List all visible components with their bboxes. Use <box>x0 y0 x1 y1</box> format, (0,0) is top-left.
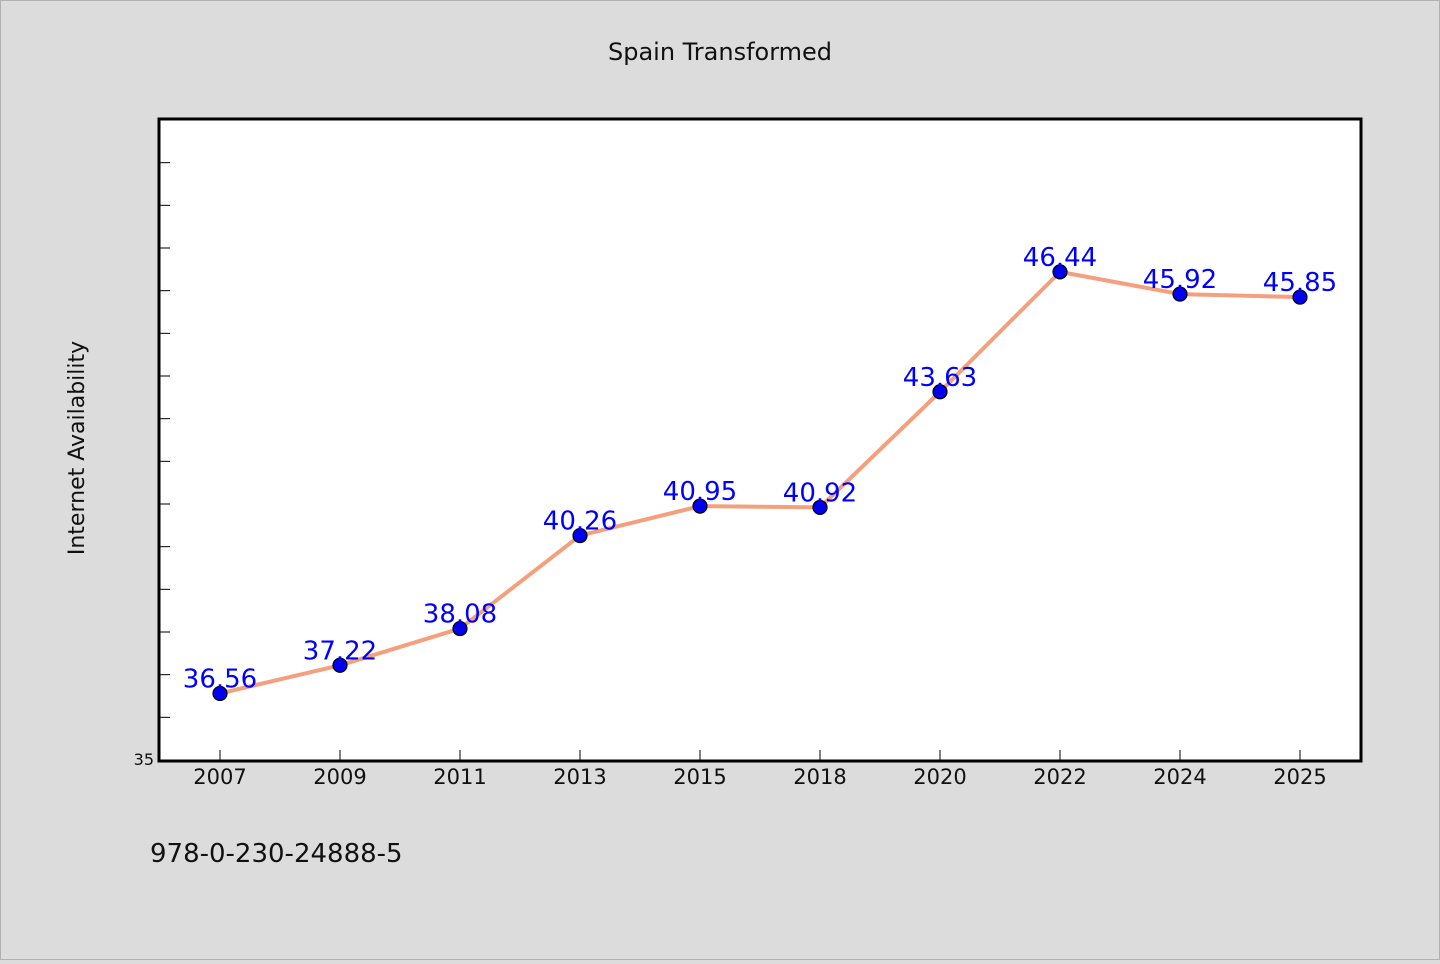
x-tick-label: 2013 <box>553 765 606 789</box>
data-label: 43.63 <box>903 363 977 393</box>
x-tick-label: 2015 <box>673 765 726 789</box>
data-point <box>452 620 468 637</box>
x-tick-label: 2018 <box>793 765 846 789</box>
x-tick-label: 2022 <box>1033 765 1086 789</box>
data-point <box>1292 289 1308 305</box>
data-point <box>572 527 588 544</box>
chart-title: Spain Transformed <box>608 38 832 66</box>
data-point <box>332 657 348 673</box>
x-tick-label: 2024 <box>1153 765 1206 789</box>
data-label: 40.26 <box>543 507 617 537</box>
x-tick-label: 2025 <box>1273 765 1326 789</box>
data-point <box>212 685 228 702</box>
y-axis-label: Internet Availability <box>65 341 90 555</box>
data-point <box>932 384 948 400</box>
y-axis-ticks: 35 <box>134 162 170 769</box>
y-tick-label: 35 <box>134 750 154 769</box>
data-label: 40.95 <box>663 477 737 507</box>
x-axis-ticks: 2007 2009 2011 2013 2015 2018 2020 2022 2024 2025 <box>193 750 1327 789</box>
data-label: 38.08 <box>423 600 497 630</box>
x-tick-label: 2011 <box>433 765 486 789</box>
data-label: 40.92 <box>783 478 857 508</box>
x-tick-label: 2020 <box>913 765 966 789</box>
data-point <box>692 498 708 514</box>
data-label: 36.56 <box>183 664 257 694</box>
data-point <box>812 499 828 516</box>
data-label: 46.44 <box>1023 243 1097 273</box>
footer-isbn: 978-0-230-24888-5 <box>150 839 403 869</box>
x-tick-label: 2007 <box>193 765 246 789</box>
data-label: 37.22 <box>303 636 377 666</box>
data-point <box>1052 264 1068 280</box>
plot-area <box>157 117 1363 763</box>
data-point <box>1172 286 1188 302</box>
series-line <box>219 269 1301 696</box>
x-tick-label: 2009 <box>313 765 366 789</box>
data-label: 45.85 <box>1263 268 1337 298</box>
data-series <box>212 264 1308 702</box>
data-label: 45.92 <box>1143 265 1217 295</box>
data-value-labels: 36.56 37.22 38.08 40.26 40.95 40.92 43.63 46.44… <box>183 243 1337 695</box>
